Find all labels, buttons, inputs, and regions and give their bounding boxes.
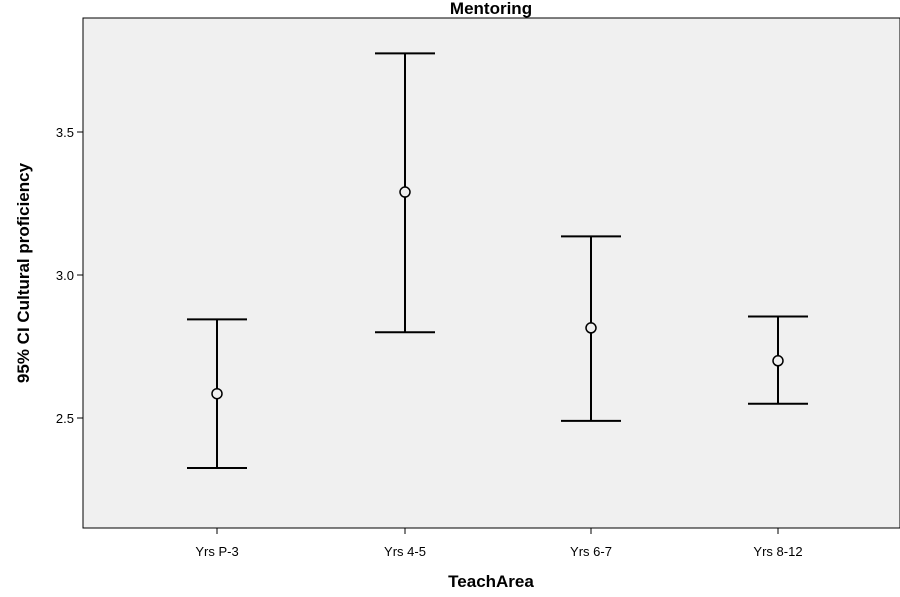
error-bar-group	[748, 315, 808, 405]
mean-point	[399, 186, 411, 198]
x-axis: Yrs P-3 Yrs 4-5 Yrs 6-7 Yrs 8-12	[195, 528, 803, 559]
mean-point	[772, 355, 784, 367]
error-bar-group	[375, 52, 435, 334]
y-tick-label: 2.5	[56, 411, 74, 426]
mean-point	[585, 322, 597, 334]
y-tick-label: 3.0	[56, 268, 74, 283]
mean-point	[211, 387, 223, 400]
x-tick-label: Yrs 8-12	[753, 544, 802, 559]
error-bar-group	[561, 235, 621, 422]
x-tick-label: Yrs P-3	[195, 544, 238, 559]
error-bars	[187, 52, 808, 470]
y-axis: 2.5 3.0 3.5	[56, 125, 83, 426]
error-bar-group	[187, 318, 247, 470]
x-axis-title: TeachArea	[448, 572, 534, 591]
plot-area	[82, 17, 900, 529]
x-tick-label: Yrs 4-5	[384, 544, 426, 559]
y-tick-label: 3.5	[56, 125, 74, 140]
x-tick-label: Yrs 6-7	[570, 544, 612, 559]
chart-title: Mentoring	[450, 0, 532, 18]
y-axis-title: 95% CI Cultural proficiency	[14, 162, 33, 383]
